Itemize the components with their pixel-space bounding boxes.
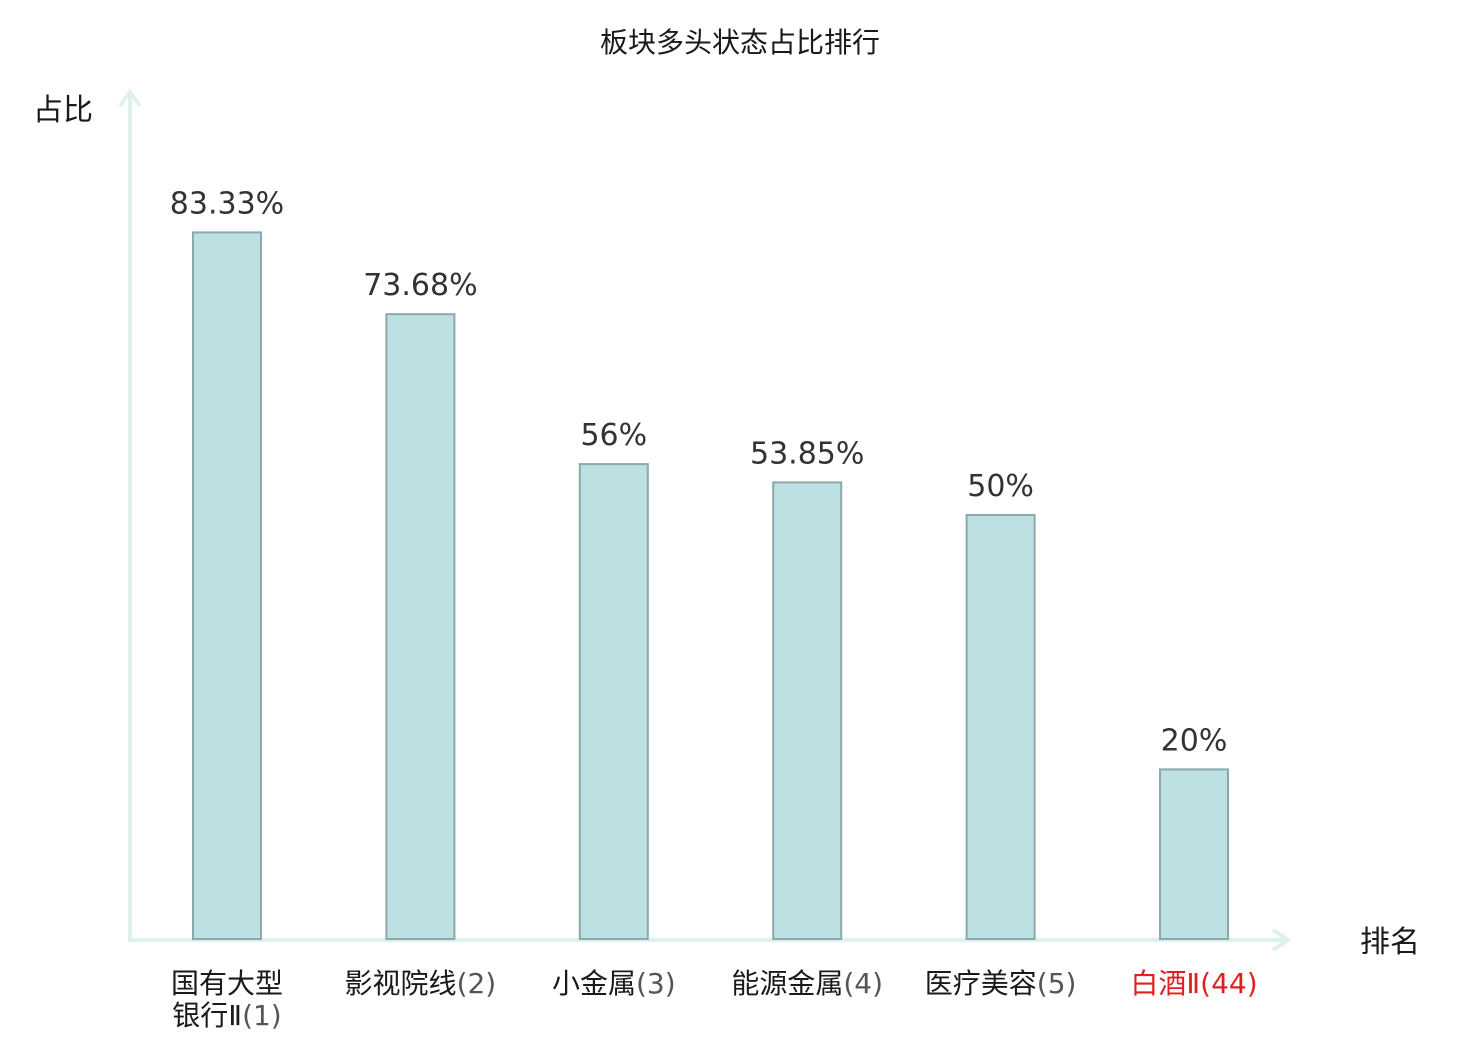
category-rank-5: (5) xyxy=(1037,967,1077,1000)
value-label-1: 83.33% xyxy=(170,186,284,221)
category-label-4: 能源金属(4) xyxy=(731,967,883,1000)
y-axis-label: 占比 xyxy=(33,93,93,128)
category-label-3: 小金属(3) xyxy=(552,967,676,1000)
y-axis-arrow xyxy=(118,88,142,108)
chart-title: 板块多头状态占比排行 xyxy=(600,26,880,59)
category-label-5: 医疗美容(5) xyxy=(925,967,1077,1000)
value-label-4: 53.85% xyxy=(750,436,864,471)
bar-3 xyxy=(578,463,649,940)
value-labels-group: 83.33% 73.68% 56% 53.85% 50% 20% xyxy=(170,186,1228,758)
bar-1 xyxy=(192,231,262,940)
category-rank-2: (2) xyxy=(457,967,497,1000)
category-label-2: 影视院线(2) xyxy=(345,967,497,1000)
bar-4 xyxy=(772,481,843,940)
category-name-2-1: 影视院线 xyxy=(345,967,457,1000)
value-label-5: 50% xyxy=(967,469,1034,504)
category-rank-1: (1) xyxy=(242,999,282,1032)
x-axis-arrow xyxy=(1271,928,1292,952)
axes xyxy=(118,88,1292,952)
category-name-1-1: 国有大型 xyxy=(171,967,283,1000)
category-rank-3: (3) xyxy=(636,967,676,1000)
category-name-6-1: 白酒Ⅱ xyxy=(1130,967,1200,1000)
category-rank-6: (44) xyxy=(1200,967,1257,1000)
x-axis-label: 排名 xyxy=(1360,925,1420,960)
category-label-6: 白酒Ⅱ(44) xyxy=(1130,967,1257,1000)
value-label-3: 56% xyxy=(580,418,647,453)
category-name-4-1: 能源金属 xyxy=(731,967,843,1000)
category-label-1-line-2: 银行Ⅱ(1) xyxy=(172,999,281,1032)
value-label-2: 73.68% xyxy=(363,268,477,303)
category-label-1-line-1: 国有大型 xyxy=(171,967,283,1000)
bar-5 xyxy=(965,514,1036,940)
value-label-6: 20% xyxy=(1161,723,1228,758)
category-rank-4: (4) xyxy=(843,967,883,1000)
bar-2 xyxy=(385,313,456,940)
bars-group xyxy=(192,231,1229,941)
category-name-1-2: 银行Ⅱ xyxy=(172,999,242,1032)
category-name-5-1: 医疗美容 xyxy=(925,967,1037,1000)
bar-6 xyxy=(1159,768,1229,941)
category-name-3-1: 小金属 xyxy=(552,967,636,1000)
